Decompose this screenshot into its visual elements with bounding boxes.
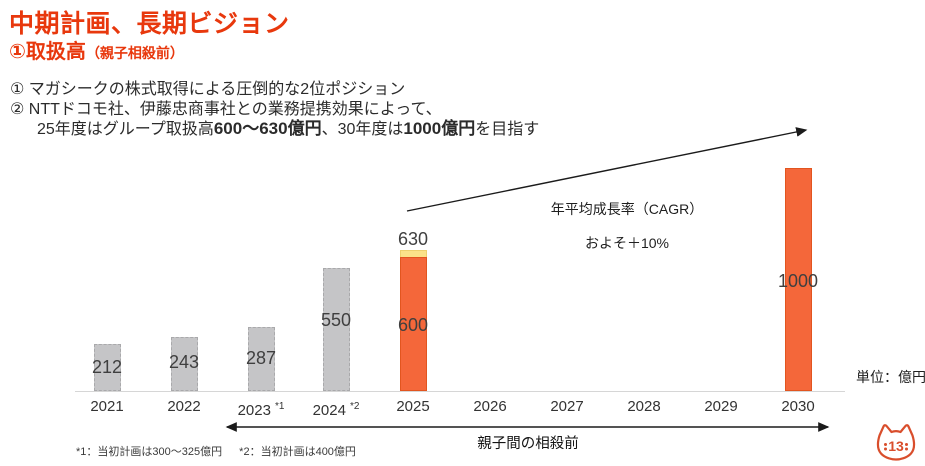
bar-value-label-2023: 287 — [245, 348, 277, 368]
bar-2021 — [93, 343, 121, 391]
bar-value-label-2025-1: 600 — [397, 315, 429, 335]
footnote-1: *1：当初計画は300～325億円 — [76, 446, 223, 458]
x-tick-2028: 2028 — [627, 398, 661, 415]
page-number: 13 — [888, 438, 904, 454]
range-label: 親子間の相殺前 — [477, 436, 579, 452]
x-tick-2023: 2023 *1 — [237, 401, 285, 419]
page-title: 中期計画、長期ビジョン — [9, 10, 290, 38]
bullet-3: 25年度はグループ取扱高600～630億円、30年度は1000億円を目指す — [37, 119, 540, 138]
cagr-value: およそ＋10% — [584, 235, 670, 251]
bar-2024 — [322, 268, 350, 391]
target-2030: 1000億円 — [403, 119, 476, 138]
subtitle-main: ①取扱高 — [9, 41, 86, 63]
subtitle-note: （親子相殺前） — [85, 45, 184, 61]
cagr-title: 年平均成長率（CAGR） — [550, 201, 704, 217]
page-subtitle: ①取扱高（親子相殺前） — [9, 35, 184, 64]
bullet-2: ② NTTドコモ社、伊藤忠商事社との業務提携効果によって、 — [10, 100, 442, 118]
bar-value-label-2021: 212 — [91, 357, 123, 377]
cat-face-outline — [876, 424, 916, 461]
summary-text: ① マガシークの株式取得による圧倒的な2位ポジション ② NTTドコモ社、伊藤忠… — [10, 80, 539, 140]
bullet-1: ① マガシークの株式取得による圧倒的な2位ポジション — [10, 81, 406, 98]
bar-value-label-2024: 550 — [320, 310, 352, 330]
x-tick-2021: 2021 — [90, 398, 124, 415]
x-tick-2029: 2029 — [704, 398, 738, 415]
bar-2022 — [170, 336, 198, 391]
bar-value-label-2025-0: 630 — [397, 229, 429, 249]
page-number-cat-icon: 13 — [876, 424, 916, 461]
x-tick-2030: 2030 — [781, 398, 815, 415]
x-tick-note: *1 — [274, 401, 285, 412]
cagr-annotation: 年平均成長率（CAGR） およそ＋10% — [518, 199, 736, 253]
bar-2023 — [247, 326, 275, 391]
bar-value-label-2022: 243 — [168, 352, 200, 372]
bar-value-label-2030: 1000 — [777, 271, 819, 291]
x-tick-2025: 2025 — [396, 398, 430, 415]
x-tick-2024: 2024 *2 — [312, 401, 360, 419]
target-2025: 600～630億円 — [213, 119, 322, 138]
bar-2025 — [399, 256, 427, 391]
x-tick-2022: 2022 — [167, 398, 201, 415]
x-tick-2027: 2027 — [550, 398, 584, 415]
x-tick-note: *2 — [349, 401, 360, 412]
footnote-2: *2：当初計画は400億円 — [239, 446, 356, 458]
bar-2025-range-cap — [399, 250, 427, 257]
x-tick-2026: 2026 — [473, 398, 507, 415]
footnotes: *1：当初計画は300～325億円 *2：当初計画は400億円 — [76, 443, 356, 459]
x-axis-line — [75, 391, 845, 392]
unit-label: 単位：億円 — [856, 369, 925, 385]
